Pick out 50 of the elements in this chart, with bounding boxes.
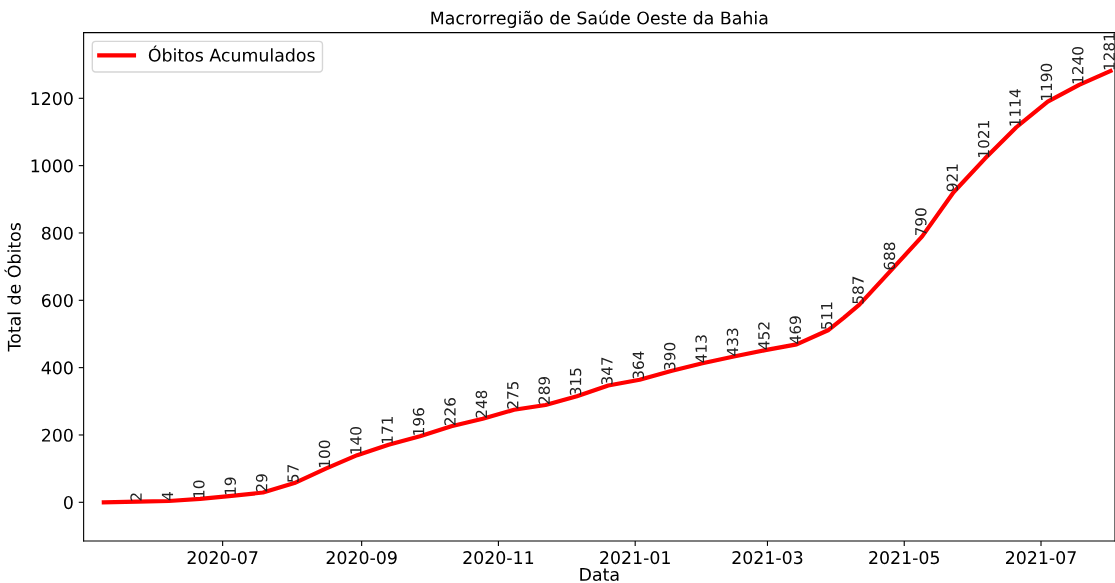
y-tick-label: 400	[41, 361, 73, 375]
y-tick-label: 600	[41, 294, 73, 308]
data-label: 433	[726, 328, 739, 356]
data-label: 289	[538, 376, 550, 404]
y-tick-label: 200	[42, 428, 73, 442]
data-label: 469	[789, 316, 802, 344]
data-label: 140	[350, 427, 362, 454]
data-label: 57	[287, 464, 299, 482]
legend-label: Óbitos Acumulados	[148, 45, 315, 62]
data-label: 1021	[977, 121, 990, 157]
data-label: 347	[601, 357, 613, 385]
data-label: 390	[663, 342, 676, 370]
data-label: 196	[412, 408, 425, 435]
data-label: 452	[758, 322, 770, 350]
data-label: 248	[475, 390, 488, 418]
x-tick-label: 2021-05	[869, 551, 939, 565]
y-tick-label: 1000	[31, 159, 73, 173]
x-tick-label: 2021-03	[732, 551, 803, 565]
y-tick-label: 800	[41, 226, 73, 240]
data-label: 19	[224, 477, 237, 495]
data-label: 511	[821, 302, 833, 330]
data-label: 790	[915, 208, 927, 236]
data-label: 4	[161, 492, 174, 501]
data-label: 100	[318, 440, 331, 467]
data-label: 10	[193, 480, 205, 498]
y-tick-label: 0	[64, 496, 73, 510]
data-label: 688	[883, 242, 896, 270]
data-label: 2	[130, 493, 142, 501]
data-label: 1114	[1009, 89, 1021, 126]
x-tick-label: 2020-07	[187, 551, 258, 565]
x-tick-label: 2020-09	[326, 551, 397, 565]
x-axis-title: Data	[580, 568, 619, 581]
data-label: 921	[946, 164, 958, 192]
data-label: 413	[695, 335, 707, 363]
x-tick-label: 2021-07	[1006, 551, 1076, 565]
x-tick-label: 2020-11	[463, 551, 534, 565]
y-tick-label: 1200	[31, 92, 73, 106]
x-tick-label: 2021-01	[600, 551, 670, 565]
data-label: 587	[852, 276, 864, 304]
data-label: 226	[444, 398, 456, 426]
y-axis-title: Total de Óbitos	[4, 223, 21, 352]
data-label: 1190	[1040, 63, 1053, 100]
data-label: 29	[255, 474, 268, 492]
data-label: 315	[569, 368, 582, 396]
data-label: 275	[506, 381, 519, 409]
chart-title: Macrorregião de Saúde Oeste da Bahia	[431, 10, 768, 28]
data-label: 1281	[1103, 33, 1115, 70]
data-label: 1240	[1072, 46, 1084, 84]
data-label: 364	[632, 351, 645, 379]
data-label: 171	[381, 416, 393, 444]
